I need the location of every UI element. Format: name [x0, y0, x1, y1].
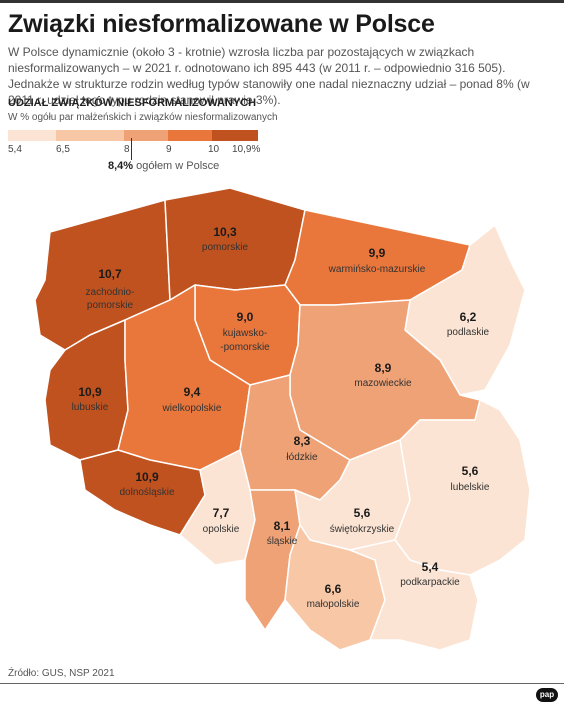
region-value-zachodnio-pomorskie: 10,7	[98, 267, 122, 281]
legend-tick: 10,9%	[232, 144, 261, 155]
region-label-podkarpackie: podkarpackie	[400, 577, 460, 588]
region-label-kujawsko-pomorskie: kujawsko-	[223, 328, 267, 339]
region-value-mazowieckie: 8,9	[375, 361, 392, 375]
legend-tick: 8	[124, 144, 130, 155]
legend-swatch-3	[124, 130, 168, 141]
legend-swatch-2	[56, 130, 124, 141]
region-label-lodzkie: łódzkie	[286, 452, 318, 463]
region-podlaskie[interactable]	[404, 224, 526, 396]
region-label-slaskie: śląskie	[267, 536, 298, 547]
region-label-opolskie: opolskie	[203, 524, 240, 535]
national-average-value: 8,4%	[108, 160, 134, 172]
region-value-pomorskie: 10,3	[213, 225, 237, 239]
source-note: Źródło: GUS, NSP 2021	[8, 668, 115, 679]
bottom-rule	[0, 683, 564, 684]
legend-subtitle: W % ogółu par małżeńskich i związków nie…	[8, 112, 278, 123]
region-value-malopolskie: 6,6	[325, 582, 342, 596]
region-value-swietokrzyskie: 5,6	[354, 506, 371, 520]
region-value-warminsko-mazurskie: 9,9	[369, 246, 386, 260]
legend-swatch-5	[212, 130, 258, 141]
region-label-mazowieckie: mazowieckie	[354, 378, 412, 389]
region-value-slaskie: 8,1	[274, 519, 291, 533]
region-value-podlaskie: 6,2	[460, 310, 477, 324]
legend-title: UDZIAŁ ZWIĄZKÓW NIESFORMALIZOWANYCH	[8, 97, 257, 109]
legend-swatch-1	[8, 130, 56, 141]
region-label-podlaskie: podlaskie	[447, 327, 490, 338]
region-value-lodzkie: 8,3	[294, 434, 311, 448]
region-podkarpackie[interactable]	[349, 539, 479, 651]
region-label-zachodnio-pomorskie: zachodnio-	[86, 287, 135, 298]
legend-tick: 6,5	[56, 144, 70, 155]
region-label-dolnoslaskie: dolnośląskie	[119, 487, 174, 498]
region-value-lubelskie: 5,6	[462, 464, 479, 478]
region-label-zachodnio-pomorskie: pomorskie	[87, 300, 134, 311]
region-value-podkarpackie: 5,4	[422, 560, 439, 574]
region-label-wielkopolskie: wielkopolskie	[162, 403, 222, 414]
pap-logo: pap	[536, 688, 558, 702]
region-label-malopolskie: małopolskie	[307, 599, 360, 610]
legend-swatch-4	[168, 130, 212, 141]
national-average-marker	[131, 138, 132, 160]
region-label-lubuskie: lubuskie	[72, 402, 109, 413]
legend-tick: 5,4	[8, 144, 22, 155]
region-label-pomorskie: pomorskie	[202, 242, 249, 253]
national-average: 8,4% ogółem w Polsce	[108, 160, 219, 172]
region-value-lubuskie: 10,9	[78, 385, 102, 399]
region-value-wielkopolskie: 9,4	[184, 385, 201, 399]
intro-text: W Polsce dynamicznie (około 3 - krotnie)…	[8, 45, 530, 107]
page-title: Związki niesformalizowane w Polsce	[8, 10, 435, 38]
region-label-warminsko-mazurskie: warmińsko-mazurskie	[328, 264, 426, 275]
top-rule	[0, 0, 564, 3]
legend-tick: 10	[208, 144, 220, 155]
national-average-label: ogółem w Polsce	[136, 160, 220, 172]
region-value-opolskie: 7,7	[213, 506, 230, 520]
region-value-kujawsko-pomorskie: 9,0	[237, 310, 254, 324]
region-value-dolnoslaskie: 10,9	[135, 470, 159, 484]
region-label-swietokrzyskie: świętokrzyskie	[330, 524, 395, 535]
region-label-kujawsko-pomorskie: -pomorskie	[220, 342, 270, 353]
legend-tick: 9	[166, 144, 172, 155]
region-label-lubelskie: lubelskie	[451, 482, 490, 493]
